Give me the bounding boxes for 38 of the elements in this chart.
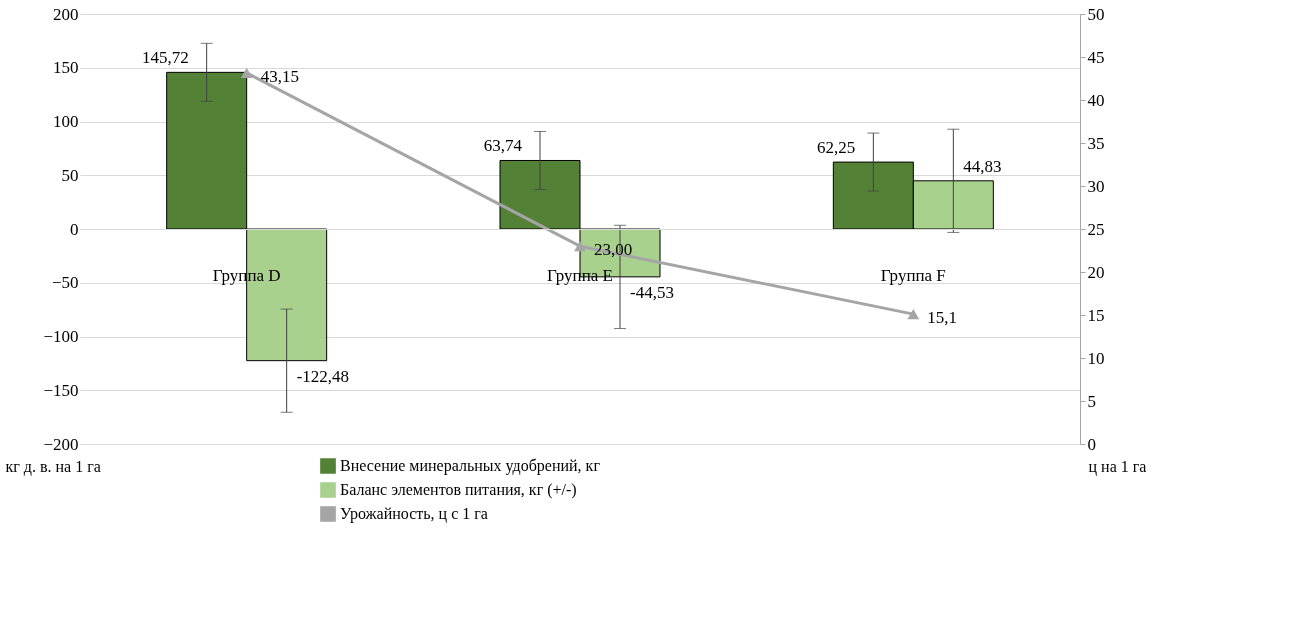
data-label: -44,53: [630, 282, 674, 302]
legend-label: Урожайность, ц с 1 га: [340, 505, 488, 523]
y2-tick-label: 15: [1087, 305, 1105, 325]
y2-tick-label: 10: [1087, 348, 1105, 368]
y-tick-label: 0: [70, 219, 79, 239]
data-label: 63,74: [483, 136, 523, 156]
y-tick-label: −200: [43, 434, 79, 454]
y2-tick-label: 25: [1087, 219, 1105, 239]
legend-label: Внесение минеральных удобрений, кг: [340, 457, 601, 475]
x-tick-label: Группа F: [880, 265, 946, 285]
y2-tick-label: 0: [1087, 434, 1096, 454]
legend-label: Баланс элементов питания, кг (+/-): [340, 481, 577, 499]
point: [574, 241, 586, 252]
data-label: 23,00: [594, 240, 633, 260]
y2-tick-label: 20: [1087, 262, 1105, 282]
y2-axis-title: ц на 1 га: [1088, 457, 1147, 476]
y-tick-label: 200: [53, 4, 79, 24]
y-tick-label: −100: [43, 327, 79, 346]
y2-tick-label: 30: [1087, 176, 1105, 196]
data-label: 44,83: [963, 156, 1002, 176]
y-axis-title: кг д. в. на 1 га: [5, 457, 101, 476]
data-label: 145,72: [141, 48, 189, 68]
y-tick-label: −50: [51, 273, 79, 293]
data-label: -122,48: [296, 366, 350, 386]
y2-tick-label: 5: [1087, 391, 1096, 411]
y-tick-label: −150: [43, 380, 79, 400]
y2-tick-label: 50: [1087, 4, 1105, 24]
y-tick-label: 100: [53, 112, 79, 131]
y-tick-label: 150: [53, 58, 79, 78]
y-tick-label: 50: [61, 165, 79, 185]
data-label: 62,25: [817, 138, 856, 158]
point: [240, 67, 253, 79]
y2-tick-label: 40: [1087, 90, 1105, 110]
y2-tick-label: 45: [1087, 47, 1105, 67]
y2-tick-label: 35: [1087, 133, 1105, 153]
point: [907, 309, 920, 320]
data-label: 15,1: [927, 308, 958, 328]
data-label: 43,15: [260, 66, 299, 86]
